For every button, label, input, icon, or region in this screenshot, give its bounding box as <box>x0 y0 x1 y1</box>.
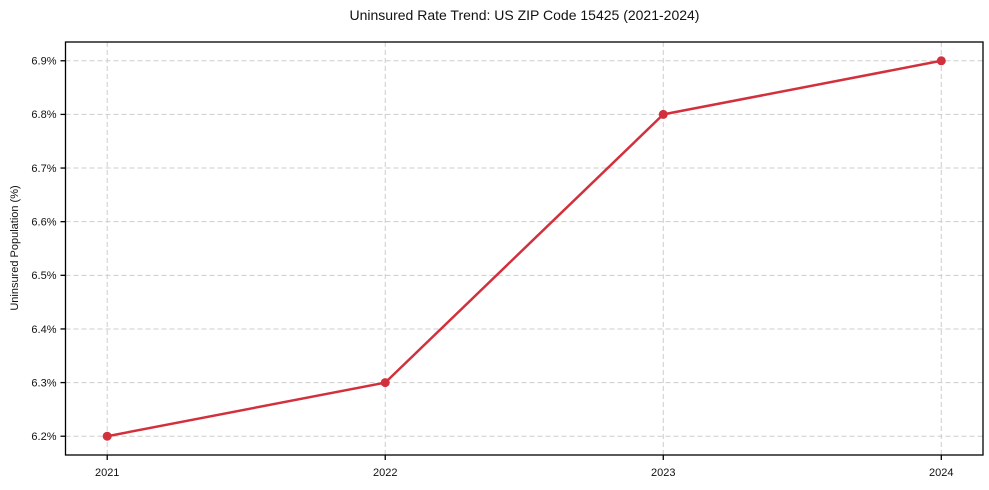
x-tick-label: 2021 <box>95 467 119 479</box>
data-point-marker <box>102 431 112 441</box>
y-tick-label: 6.4% <box>31 324 56 336</box>
y-tick-label: 6.5% <box>31 270 56 282</box>
x-tick-label: 2023 <box>651 467 675 479</box>
y-tick-label: 6.7% <box>31 163 56 175</box>
trend-line <box>105 59 943 438</box>
x-tick-label: 2022 <box>373 467 397 479</box>
data-point-marker <box>658 109 668 119</box>
y-tick-label: 6.6% <box>31 216 56 228</box>
plot-border <box>64 41 984 456</box>
y-tick-label: 6.9% <box>31 56 56 68</box>
y-tick-label: 6.2% <box>31 431 56 443</box>
data-point-marker <box>936 56 946 66</box>
chart-title: Uninsured Rate Trend: US ZIP Code 15425 … <box>349 7 700 23</box>
y-tick-label: 6.8% <box>31 109 56 121</box>
x-tick-label: 2024 <box>929 467 953 479</box>
data-point-marker <box>380 378 390 388</box>
y-tick-label: 6.3% <box>31 377 56 389</box>
